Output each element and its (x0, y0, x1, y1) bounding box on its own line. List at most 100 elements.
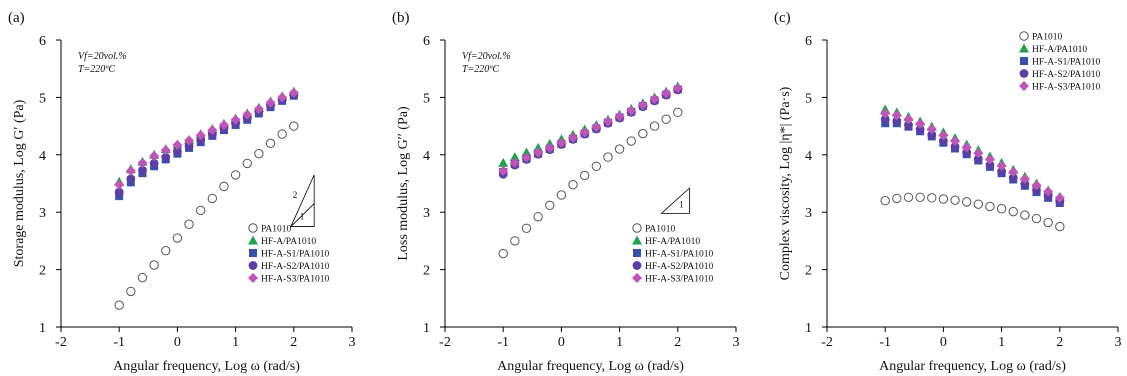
data-point (138, 165, 147, 175)
data-point (1020, 179, 1030, 189)
series-hf-a-s2 (880, 114, 1065, 207)
legend-entry: HF-A/PA1010 (645, 237, 700, 247)
data-point (184, 135, 195, 146)
x-tick-label: 1 (616, 335, 623, 350)
data-point (149, 260, 159, 270)
legend-marker (1019, 31, 1029, 41)
data-point (533, 147, 544, 158)
legend: PA1010 HF-A/PA1010 HF-A-S1/PA1010 HF-A-S2/P… (632, 223, 714, 285)
data-point (219, 181, 229, 192)
legend-entry: HF-A-S3/PA1010 (261, 275, 330, 285)
data-point (265, 138, 276, 149)
x-tick-label: 0 (940, 335, 947, 350)
data-point (556, 190, 567, 200)
y-tick-label: 4 (423, 149, 430, 164)
data-point (591, 161, 602, 171)
data-point (938, 130, 949, 141)
x-tick-label: 3 (1115, 335, 1122, 350)
data-point (242, 109, 253, 120)
legend-marker (633, 249, 641, 257)
series-hf-a-s3 (880, 108, 1065, 203)
data-point (1043, 217, 1053, 228)
data-point (649, 121, 660, 131)
data-point (927, 130, 937, 140)
data-point (903, 114, 914, 125)
slope-label: 1 (300, 213, 305, 223)
panel-label: (a) (8, 10, 25, 26)
data-point (521, 152, 532, 163)
data-point (510, 236, 520, 246)
data-point (661, 114, 671, 124)
data-point (1031, 180, 1042, 191)
x-tick-label: 3 (733, 335, 740, 350)
data-point (938, 194, 949, 204)
legend-marker (248, 223, 258, 233)
condition-text: T=220ºC (462, 64, 499, 75)
legend-marker (248, 261, 258, 270)
legend-entry: HF-A/PA1010 (261, 237, 316, 247)
slope-triangle (660, 187, 690, 214)
data-point (626, 136, 636, 146)
data-point (915, 118, 926, 129)
data-point (521, 223, 532, 233)
x-tick-label: -1 (113, 335, 125, 350)
legend-entry: HF-A-S1/PA1010 (645, 250, 714, 260)
y-tick-label: 1 (423, 321, 430, 336)
data-point (950, 142, 960, 152)
data-point (950, 195, 960, 205)
data-point (114, 179, 125, 190)
x-tick-label: 1 (232, 335, 239, 350)
data-point (218, 119, 229, 130)
legend-marker (248, 273, 258, 283)
data-point (673, 107, 683, 118)
data-point (509, 152, 520, 162)
chart-panel-3: -2 -1 0 1 2 3 1 2 3 4 5 6 Angular frequency, Log ω (… (774, 10, 1122, 374)
data-point (544, 142, 555, 153)
y-tick-label: 4 (805, 149, 812, 164)
data-point (661, 88, 672, 99)
data-point (915, 125, 925, 134)
x-axis-label: Angular frequency, Log ω (rad/s) (113, 359, 300, 374)
data-point (638, 128, 648, 139)
data-point (903, 192, 914, 202)
data-point (880, 196, 890, 206)
legend-entry: PA1010 (1032, 33, 1063, 43)
y-tick-label: 6 (423, 34, 430, 49)
legend-entry: PA1010 (645, 225, 676, 235)
legend-marker (632, 273, 642, 283)
data-point (254, 148, 264, 159)
data-point (962, 148, 972, 157)
legend: PA1010 HF-A/PA1010 HF-A-S1/PA1010 HF-A-S2/P… (1019, 31, 1101, 93)
legend-entry: HF-A-S3/PA1010 (645, 275, 714, 285)
data-point (253, 103, 264, 114)
data-point (196, 136, 206, 145)
data-point (614, 111, 625, 122)
condition-text: T=220ºC (78, 64, 115, 75)
data-point (984, 154, 995, 165)
data-point (1043, 186, 1054, 197)
data-point (149, 159, 159, 168)
legend-entry: PA1010 (261, 225, 292, 235)
data-point (649, 94, 660, 105)
data-point (1054, 192, 1065, 203)
data-point (579, 170, 590, 181)
legend-marker (632, 261, 642, 270)
data-point (1032, 185, 1041, 195)
data-point (985, 201, 995, 212)
legend-entry: HF-A-S3/PA1010 (1032, 83, 1101, 93)
x-axis-label: Angular frequency, Log ω (rad/s) (497, 359, 684, 374)
y-axis-label: Complex viscosity, Log |η*| (Pa·s) (778, 86, 793, 280)
legend-entry: HF-A-S1/PA1010 (1032, 58, 1101, 68)
data-point (950, 136, 961, 147)
data-point (509, 157, 520, 168)
condition-text: Vf=20vol.% (462, 51, 511, 62)
legend-marker (1019, 69, 1029, 78)
data-point (973, 199, 984, 209)
data-point (242, 158, 252, 169)
data-point (927, 193, 937, 203)
y-tick-label: 2 (423, 264, 430, 279)
data-point (892, 193, 902, 204)
series-hf-a-s3 (114, 87, 299, 190)
data-point (591, 122, 602, 133)
data-point (672, 83, 683, 94)
